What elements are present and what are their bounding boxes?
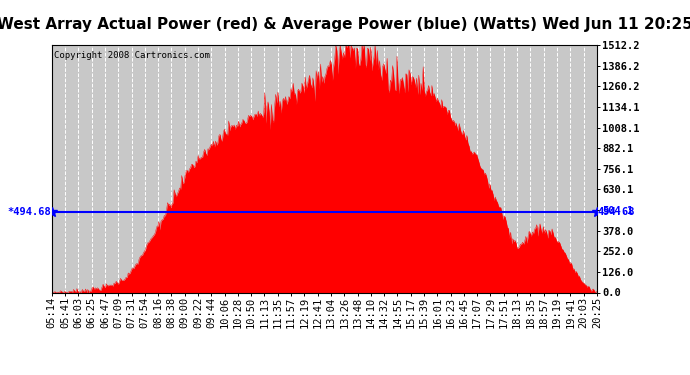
Text: *494.68: *494.68: [8, 207, 51, 216]
Text: West Array Actual Power (red) & Average Power (blue) (Watts) Wed Jun 11 20:25: West Array Actual Power (red) & Average …: [0, 17, 690, 32]
Text: Copyright 2008 Cartronics.com: Copyright 2008 Cartronics.com: [55, 51, 210, 60]
Text: 494.68: 494.68: [598, 207, 635, 216]
